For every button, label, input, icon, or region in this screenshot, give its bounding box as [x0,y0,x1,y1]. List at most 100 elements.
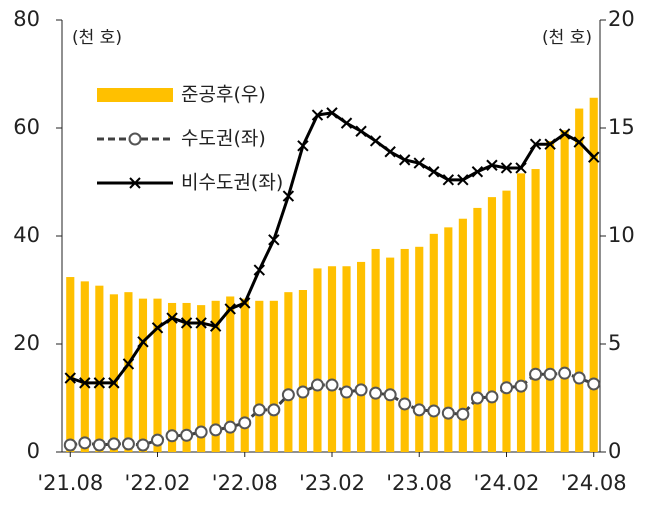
marker [165,429,179,443]
bar [357,261,366,452]
y2-tick-label: 0 [608,439,621,463]
bar [167,302,177,452]
bar [153,298,162,452]
marker [369,386,383,400]
bar [182,302,191,452]
legend-label: 비수도권(좌) [181,172,283,194]
marker [239,297,251,309]
marker [311,109,324,121]
marker [428,166,440,178]
marker [573,136,585,148]
bar [226,296,235,452]
marker [340,385,354,399]
marker [485,390,499,404]
legend-swatch [97,88,173,102]
marker [355,125,367,137]
marker [253,264,266,276]
y2-tick-label: 10 [608,223,635,247]
bar [531,169,540,453]
marker [558,366,572,380]
marker [281,388,295,402]
marker [544,138,556,150]
marker [587,377,601,391]
marker [383,388,397,402]
y2-tick-label: 5 [608,331,621,355]
marker [514,379,528,393]
bar [211,300,220,452]
marker [107,437,121,451]
marker [194,425,208,439]
bar [327,266,337,452]
marker [78,436,92,450]
marker [296,385,310,399]
marker [310,378,324,392]
marker [340,117,353,129]
x-tick-label: '23.08 [386,471,452,495]
bar [255,300,264,452]
bar [400,248,409,452]
marker [108,377,120,389]
marker [354,383,368,397]
marker [384,146,396,158]
marker [558,128,571,140]
marker [325,378,339,392]
y-tick-label: 0 [27,439,40,463]
marker [121,437,135,451]
y-tick-label: 80 [13,7,40,31]
bar [66,277,75,452]
marker [151,322,164,334]
bar [487,197,497,452]
bar [371,248,380,452]
marker [456,407,470,421]
marker [267,403,281,417]
marker [412,403,426,417]
y2-tick-label: 20 [608,7,635,31]
bar [138,298,148,452]
marker [238,416,252,430]
x-tick-label: '21.08 [37,471,103,495]
marker [64,372,76,384]
marker [369,135,382,147]
x-tick-label: '23.02 [299,471,365,495]
bar [502,190,511,452]
marker [92,438,106,452]
marker [166,312,178,324]
bar [546,140,555,452]
marker [471,166,484,178]
legend-label: 준공후(우) [181,84,266,106]
bar [284,292,293,452]
x-tick-label: '24.02 [474,471,540,495]
bar [415,246,424,452]
bar [313,268,322,452]
marker [588,151,600,163]
marker [500,162,513,174]
marker [122,358,135,370]
x-tick-label: '24.08 [561,471,627,495]
marker [441,406,455,420]
marker [529,138,542,150]
marker [470,391,484,405]
marker [223,420,237,434]
y2-axis-unit: (천 호) [542,28,592,48]
marker [282,190,295,202]
bar [386,257,395,452]
bar [342,266,351,452]
marker [529,367,543,381]
marker [457,174,469,186]
bar [429,233,438,452]
bar [473,207,482,452]
marker [413,157,425,169]
marker [398,154,411,166]
y-axis-unit: (천 호) [72,28,122,48]
y2-tick-label: 15 [608,115,635,139]
marker [209,320,222,332]
marker [224,303,236,315]
bar [197,305,206,452]
bar [458,218,467,452]
marker [136,438,150,452]
marker [515,162,527,174]
marker [63,438,77,452]
marker [93,377,106,389]
bar [575,108,584,452]
marker [427,404,441,418]
